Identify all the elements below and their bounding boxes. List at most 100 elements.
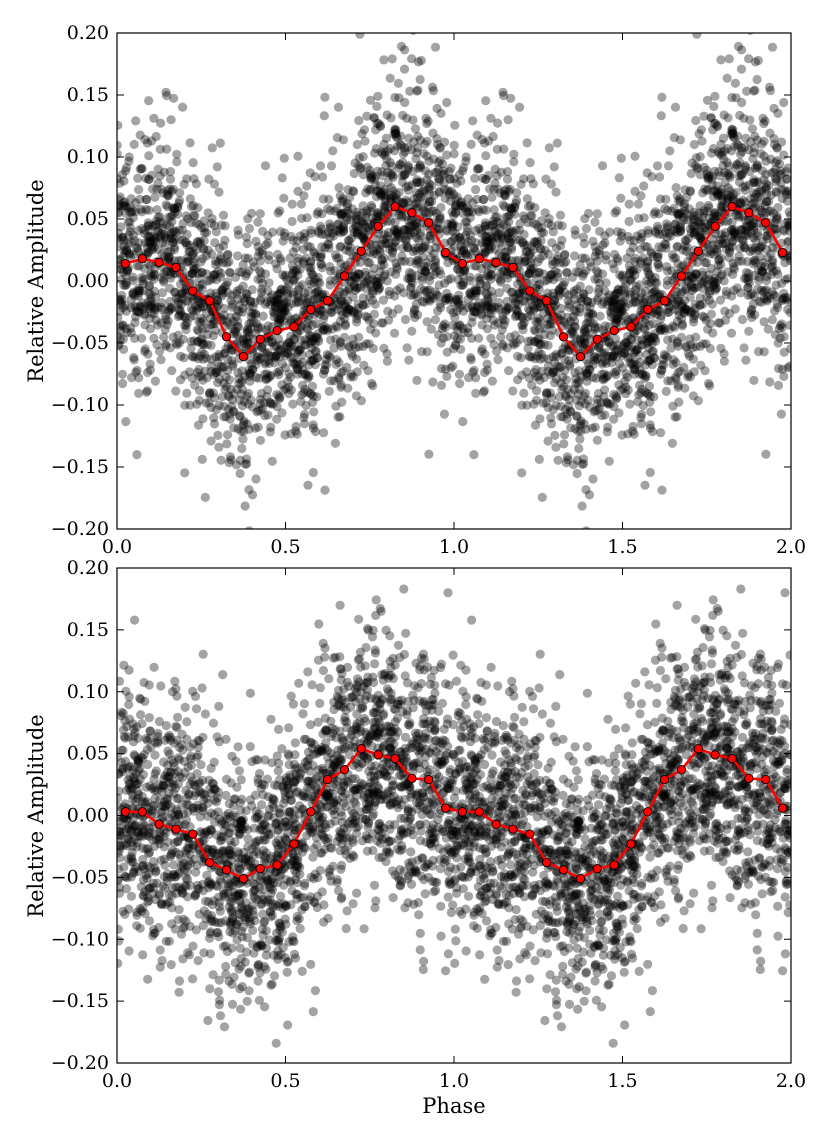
top-scatter-point [288, 276, 299, 286]
top-scatter-point [547, 393, 557, 403]
top-scatter-point [678, 245, 688, 255]
top-scatter-point [434, 280, 444, 290]
top-scatter-point [713, 275, 723, 285]
top-scatter-point [444, 190, 454, 200]
top-scatter-point [744, 326, 754, 336]
top-scatter-point [171, 293, 181, 303]
top-scatter-point [228, 406, 238, 416]
top-scatter-point [241, 454, 252, 464]
top-scatter-point [168, 227, 179, 237]
top-scatter-point [380, 269, 390, 279]
top-scatter-point [296, 322, 306, 332]
top-scatter-point [206, 402, 216, 413]
top-scatter-point [538, 398, 548, 408]
top-scatter-point [274, 294, 284, 305]
top-scatter-point [508, 293, 518, 303]
top-scatter-point [165, 343, 175, 353]
top-scatter-point [608, 350, 619, 360]
top-scatter-point [728, 125, 738, 135]
top-scatter-point [391, 128, 401, 138]
top-scatter-point [291, 298, 301, 308]
top-scatter-point [719, 168, 730, 178]
top-scatter-point [227, 401, 237, 411]
top-scatter-point [303, 286, 314, 296]
top-scatter-point [378, 318, 388, 328]
top-scatter-point [615, 302, 625, 313]
top-scatter-point [373, 166, 383, 176]
top-scatter-point [155, 346, 165, 356]
top-scatter-point [325, 305, 335, 315]
top-scatter-point [727, 225, 737, 235]
top-scatter-point [518, 238, 528, 248]
top-scatter-point [314, 228, 324, 238]
top-scatter-point [691, 332, 701, 342]
top-scatter-point [762, 296, 772, 306]
top-scatter-point [574, 384, 585, 394]
top-scatter-point [197, 267, 207, 277]
top-scatter-point [502, 246, 513, 256]
top-scatter-point [721, 315, 731, 325]
top-scatter-point [698, 270, 708, 281]
top-scatter-point [669, 355, 679, 365]
top-scatter-point [468, 116, 478, 126]
top-scatter-point [667, 250, 678, 260]
top-scatter-point [257, 287, 267, 297]
top-scatter-point [383, 177, 393, 188]
top-scatter-point [305, 349, 315, 359]
top-scatter-point [564, 290, 574, 300]
top-scatter-point [410, 221, 420, 231]
top-scatter-point [573, 378, 583, 388]
top-binned-point [255, 334, 265, 344]
top-scatter-point [337, 210, 347, 220]
top-scatter-point [162, 266, 172, 276]
top-scatter-point [715, 318, 725, 328]
top-scatter-point [610, 334, 621, 344]
top-scatter-point [760, 262, 770, 272]
top-scatter-point [613, 256, 623, 266]
top-scatter-point [151, 131, 161, 142]
top-scatter-point [581, 319, 591, 329]
top-scatter-point [522, 367, 532, 377]
top-scatter-point [141, 173, 151, 183]
top-scatter-point [211, 260, 221, 270]
top-scatter-point [364, 339, 374, 349]
top-scatter-point [773, 202, 783, 213]
top-scatter-point [168, 332, 178, 342]
top-scatter-point [705, 381, 715, 391]
top-scatter-point [445, 196, 456, 206]
top-scatter-point [227, 356, 237, 366]
top-scatter-point [337, 208, 347, 219]
top-scatter-point [499, 90, 509, 101]
top-scatter-point [338, 366, 348, 376]
top-scatter-point [545, 319, 555, 329]
top-scatter-point [724, 253, 734, 263]
top-scatter-point [470, 291, 480, 301]
top-scatter-point [698, 277, 709, 287]
top-scatter-point [214, 374, 225, 384]
top-scatter-point [195, 280, 205, 290]
top-scatter-point [570, 321, 580, 331]
top-scatter-point [472, 130, 482, 140]
top-scatter-point [258, 311, 268, 321]
top-scatter-point [288, 268, 298, 278]
top-scatter-point [342, 305, 353, 315]
top-scatter-point [340, 302, 350, 312]
top-scatter-point [353, 210, 363, 220]
top-scatter-point [720, 146, 730, 156]
top-scatter-point [465, 230, 475, 241]
top-scatter-point [370, 171, 381, 181]
top-scatter-point [482, 359, 492, 369]
top-scatter-point [316, 249, 326, 259]
top-scatter-point [589, 355, 600, 365]
top-scatter-point [499, 144, 509, 154]
top-scatter-point [579, 293, 589, 303]
top-scatter-point [349, 340, 359, 350]
top-scatter-point [118, 302, 128, 313]
top-scatter-point [195, 239, 205, 249]
top-scatter-point [387, 242, 397, 252]
top-scatter-point [279, 285, 289, 295]
top-scatter-point [317, 306, 328, 316]
top-scatter-point [454, 369, 465, 379]
top-scatter-point [635, 369, 645, 379]
top-scatter-point [662, 219, 672, 229]
